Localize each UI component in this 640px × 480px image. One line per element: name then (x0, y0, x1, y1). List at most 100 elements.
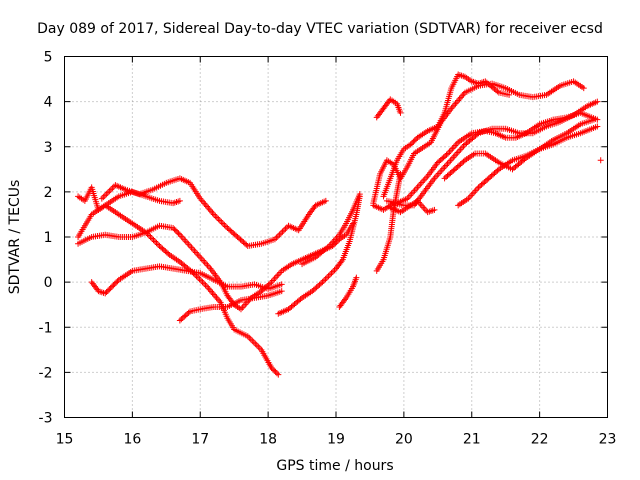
data-point-marker (208, 208, 215, 215)
y-tick-label: -3 (39, 411, 53, 427)
data-point-marker (182, 312, 189, 319)
data-point-marker (236, 235, 243, 242)
data-point-marker (106, 188, 113, 195)
data-point-marker (488, 172, 495, 179)
data-series (336, 274, 360, 310)
data-point-marker (103, 191, 110, 198)
data-point-marker (205, 285, 212, 292)
data-point-marker (273, 370, 280, 377)
data-series (75, 184, 282, 378)
data-series (380, 71, 513, 200)
x-tick-label: 20 (395, 432, 413, 448)
data-point-marker (274, 233, 281, 240)
data-point-marker (215, 215, 222, 222)
data-point-marker (162, 248, 169, 255)
data-point-marker (328, 270, 335, 277)
data-point-marker (443, 151, 450, 158)
data-point-marker (249, 337, 256, 344)
data-point-marker (150, 237, 157, 244)
data-point-marker (436, 158, 443, 165)
data-point-marker (202, 201, 209, 208)
data-point-marker (443, 174, 450, 181)
data-point-marker (409, 140, 416, 147)
data-point-marker (104, 189, 111, 196)
data-point-marker (475, 184, 482, 191)
data-point-marker (482, 177, 489, 184)
data-point-marker (181, 313, 188, 320)
data-point-marker (153, 240, 160, 247)
data-point-marker (148, 235, 155, 242)
data-point-marker (315, 282, 322, 289)
data-point-marker (202, 282, 209, 289)
data-point-marker (320, 277, 327, 284)
data-point-marker (411, 137, 418, 144)
data-point-marker (227, 227, 234, 234)
data-point-marker (101, 192, 108, 199)
data-point-marker (506, 91, 513, 98)
data-point-marker (206, 206, 213, 213)
data-point-marker (272, 368, 279, 375)
data-point-marker (107, 284, 114, 291)
data-point-marker (481, 179, 488, 186)
y-tick-label: 5 (44, 50, 53, 66)
data-series (597, 157, 604, 164)
data-point-marker (397, 170, 404, 177)
data-point-marker (103, 289, 110, 296)
data-point-marker (597, 157, 604, 164)
data-point-marker (269, 366, 276, 373)
data-point-marker (456, 95, 463, 102)
grid-lines (64, 56, 608, 418)
data-point-marker (397, 109, 404, 116)
data-point-marker (209, 289, 216, 296)
x-tick-label: 18 (259, 432, 277, 448)
data-series (370, 78, 587, 207)
data-point-marker (113, 279, 120, 286)
x-axis-label: GPS time / hours (276, 458, 393, 474)
data-point-marker (204, 203, 211, 210)
data-point-marker (434, 159, 441, 166)
data-point-marker (196, 276, 203, 283)
data-point-marker (440, 154, 447, 161)
data-point-marker (234, 234, 241, 240)
data-point-marker (198, 277, 205, 284)
data-point-marker (478, 181, 485, 188)
data-point-marker (494, 167, 501, 174)
data-point-marker (277, 230, 284, 237)
data-series (383, 109, 601, 207)
data-point-marker (451, 102, 458, 109)
data-point-marker (199, 198, 206, 205)
data-point-marker (437, 156, 444, 163)
data-point-marker (444, 172, 451, 179)
data-point-marker (353, 274, 360, 281)
data-point-marker (171, 226, 178, 233)
data-point-marker (221, 221, 228, 228)
data-point-marker (449, 103, 456, 110)
data-point-marker (322, 197, 329, 204)
data-point-marker (172, 227, 179, 234)
data-point-marker (457, 161, 464, 168)
data-point-marker (233, 232, 240, 239)
data-point-marker (407, 141, 414, 148)
data-point-marker (275, 371, 282, 378)
data-point-marker (228, 228, 235, 235)
data-point-marker (326, 271, 333, 278)
data-point-marker (160, 246, 167, 253)
y-tick-label: 2 (44, 185, 53, 201)
data-point-marker (450, 167, 457, 174)
data-point-marker (356, 191, 363, 198)
data-point-marker (243, 241, 250, 248)
data-point-marker (456, 162, 463, 169)
x-tick-label: 16 (123, 432, 141, 448)
y-tick-label: 0 (44, 275, 53, 291)
data-point-marker (453, 165, 460, 172)
data-point-marker (439, 155, 446, 162)
data-point-marker (460, 158, 467, 165)
y-axis-label: SDTVAR / TECUs (7, 180, 23, 295)
data-point-marker (100, 194, 107, 201)
data-point-marker (484, 176, 491, 183)
data-point-marker (453, 99, 460, 106)
data-point-marker (156, 243, 163, 250)
data-point-marker (454, 163, 461, 170)
data-point-marker (155, 241, 162, 248)
